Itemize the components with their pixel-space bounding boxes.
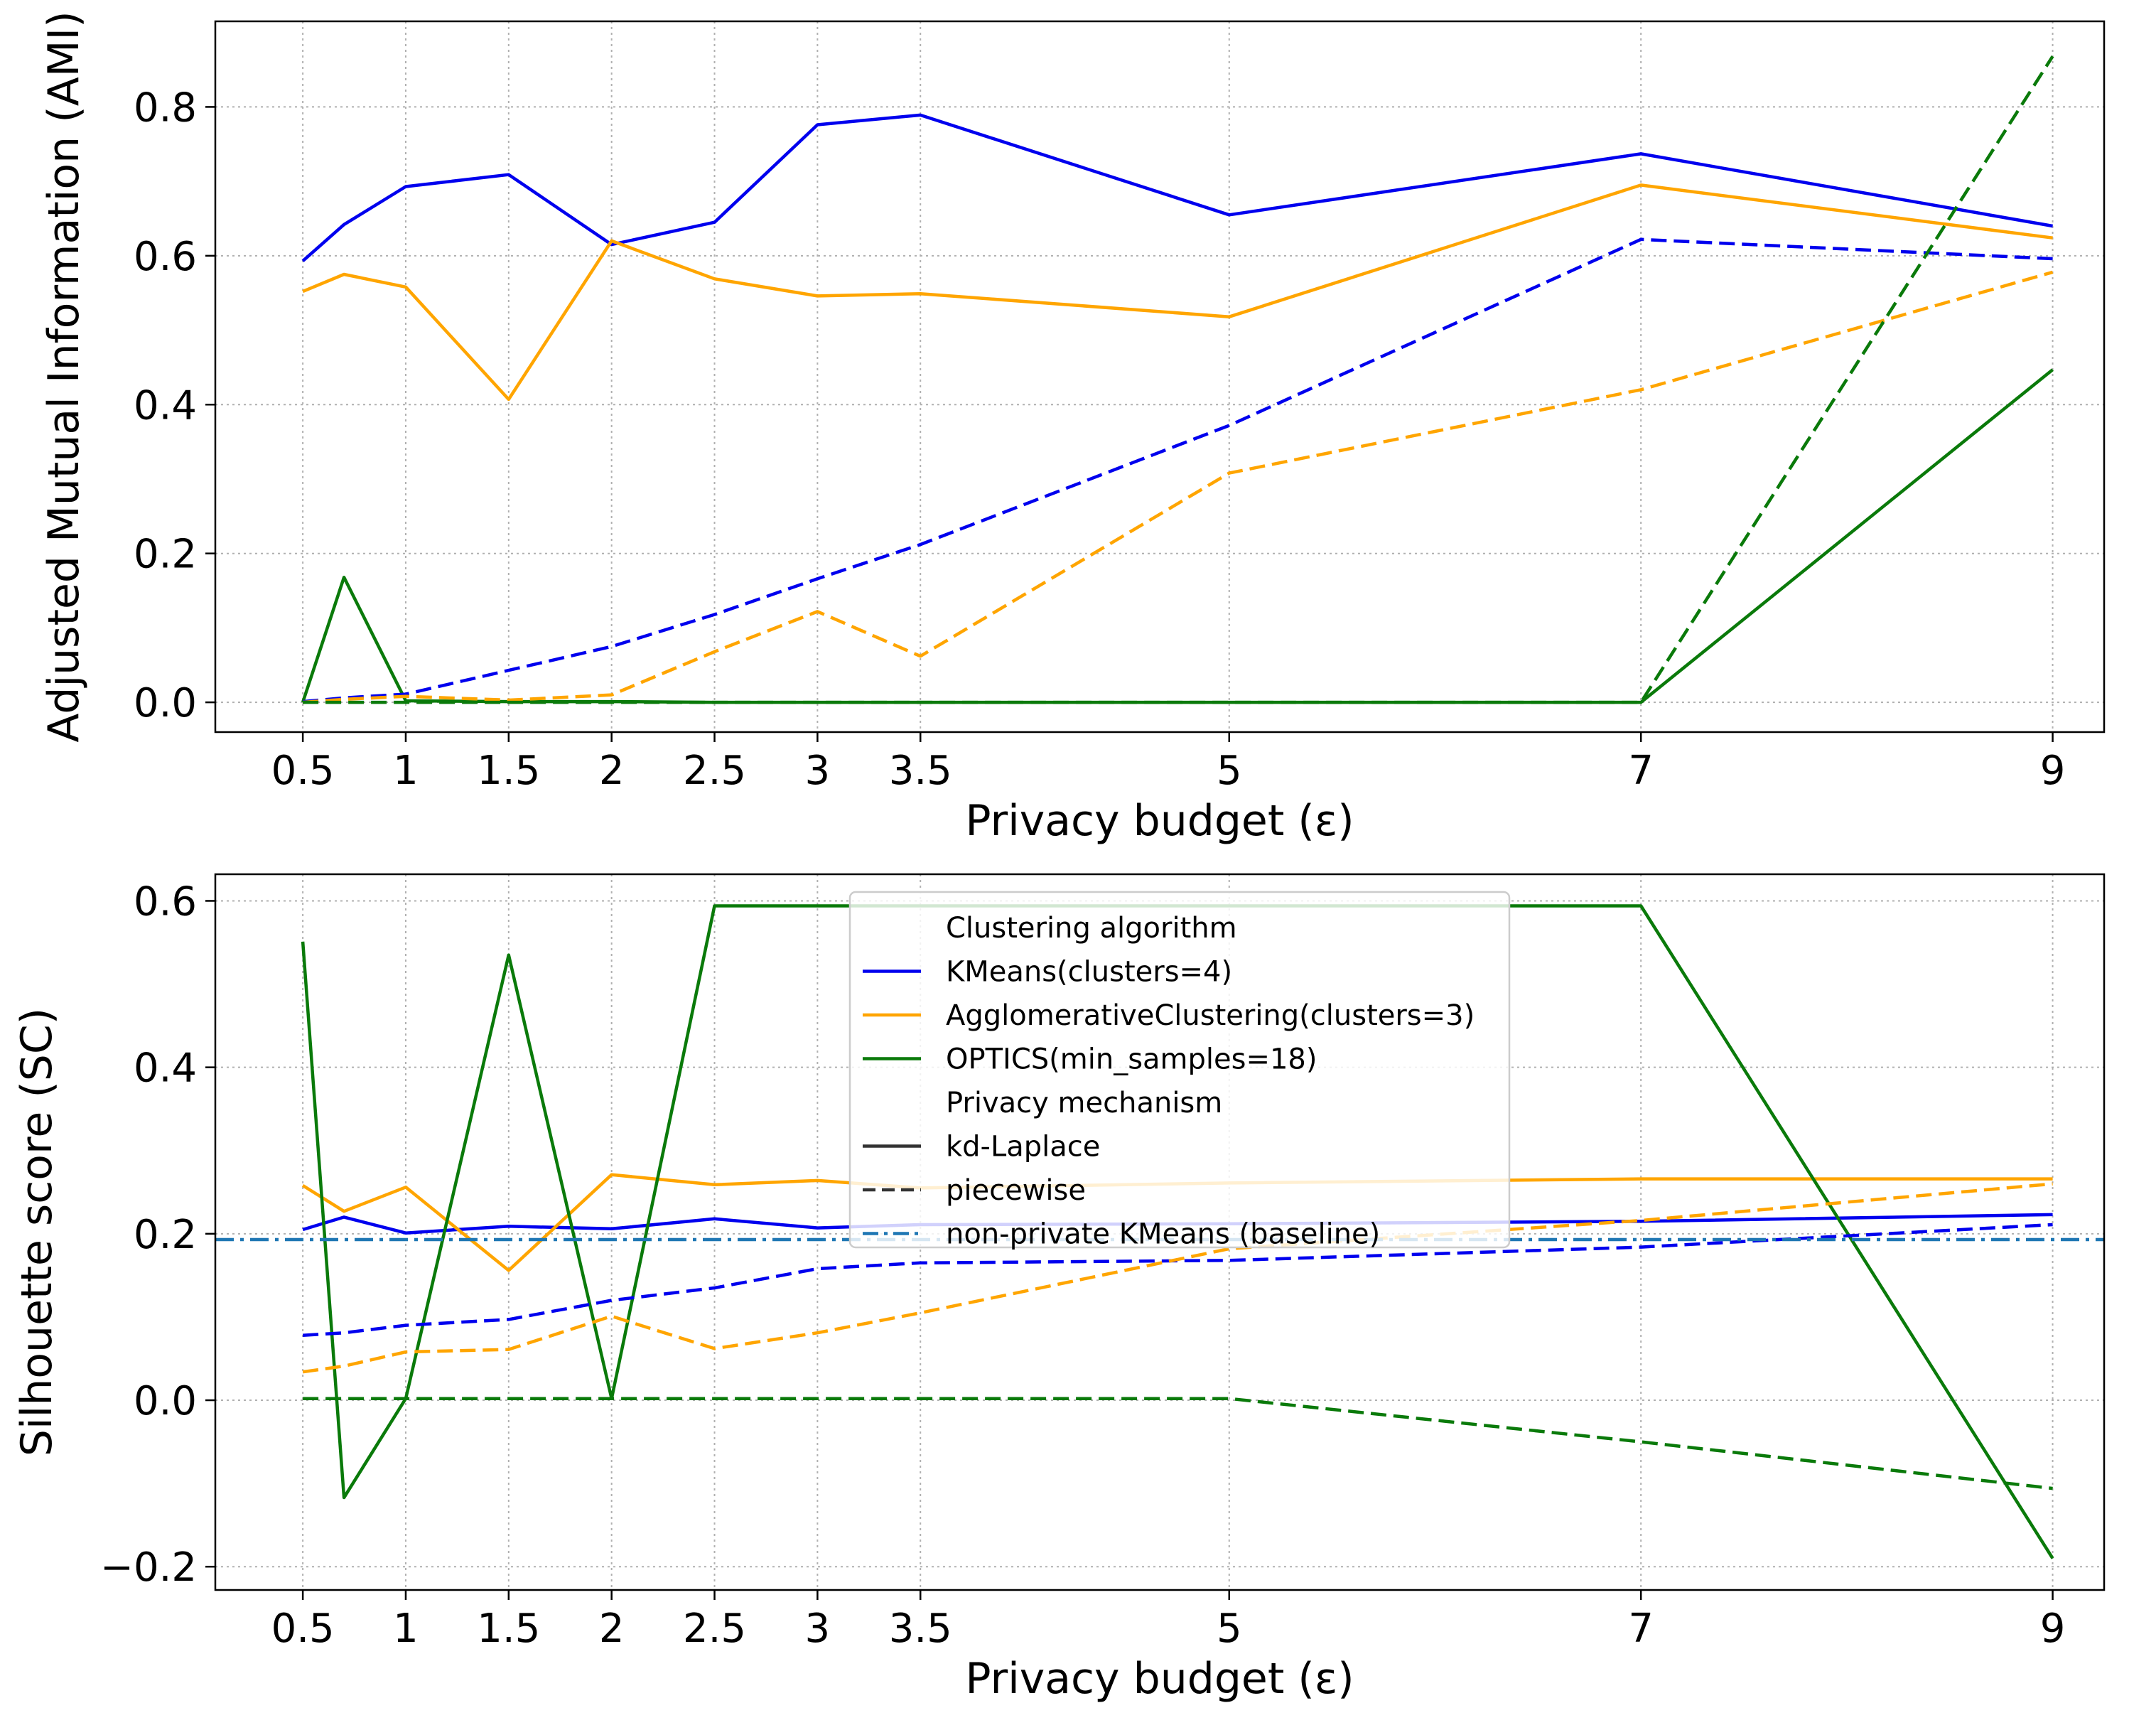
x-tick-label: 2 [599,1606,625,1652]
y-tick-label: 0.6 [134,879,197,925]
x-tick-label: 1 [393,1606,419,1652]
x-tick-label: 5 [1217,748,1242,794]
series-line-2 [301,368,2054,704]
y-tick-label: 0.2 [134,1212,197,1258]
series-line-5 [303,1397,2053,1490]
silhouette-panel: 0.5 1 1.5 2 2.5 3 3.5 5 7 9 −0.2 0.0 0.2 0.4 0.6 Privac… [12,873,2106,1704]
x-tick-label: 7 [1628,748,1654,794]
y-axis-label: Silhouette score (SC) [12,1008,62,1456]
series-line-3 [302,1223,2053,1337]
x-tick-label: 7 [1628,1606,1654,1652]
series-line-4 [302,1182,2053,1374]
y-tick-label: 0.4 [134,382,197,429]
x-tick-label: 1.5 [477,1606,540,1652]
axes-frame [214,873,2106,1591]
x-tick-label: 1 [393,748,419,794]
legend: Clustering algorithm KMeans(clusters=4) Ag… [848,891,1511,1251]
legend-entry-label: piecewise [946,1174,1086,1207]
legend-entry-label: non-private KMeans (baseline) [946,1218,1380,1251]
y-axis-label: Adjusted Mutual Information (AMI) [39,11,89,742]
legend-section-title: Privacy mechanism [946,1087,1222,1119]
y-tick-label: −0.2 [100,1544,197,1591]
x-axis-label: Privacy budget (ε) [965,796,1354,846]
x-axis-label: Privacy budget (ε) [965,1654,1354,1704]
x-tick-label: 3.5 [889,1606,952,1652]
legend-entry-label: AgglomerativeClustering(clusters=3) [946,999,1475,1032]
x-tick-label: 9 [2040,748,2066,794]
series-line-0 [301,113,2053,262]
x-tick-label: 3.5 [889,748,952,794]
y-tick-label: 0.2 [134,532,197,578]
x-tick-label: 2.5 [683,1606,746,1652]
series-line-3 [302,237,2053,704]
x-tick-label: 1.5 [477,748,540,794]
y-tick-label: 0.0 [134,1378,197,1424]
legend-section-title: Clustering algorithm [946,912,1237,945]
y-tick-label: 0.4 [134,1046,197,1092]
axes-frame [214,20,2106,734]
y-tick-label: 0.8 [134,85,197,131]
legend-box [848,891,1511,1249]
x-tick-label: 2 [599,748,625,794]
x-tick-label: 0.5 [271,1606,335,1652]
x-tick-label: 2.5 [683,748,746,794]
x-tick-label: 5 [1217,1606,1242,1652]
x-tick-label: 3 [805,1606,831,1652]
series-line-1 [302,183,2053,402]
legend-entry-label: OPTICS(min_samples=18) [946,1043,1317,1076]
legend-entry-label: KMeans(clusters=4) [946,956,1232,989]
series-line-4 [302,270,2054,704]
series-line-5 [303,55,2054,704]
x-tick-label: 0.5 [271,748,335,794]
ami-panel: 0.5 1 1.5 2 2.5 3 3.5 5 7 9 0.0 0.2 0.4 0.6 0.8 Privacy… [39,11,2106,846]
y-tick-label: 0.0 [134,680,197,726]
y-tick-label: 0.6 [134,234,197,280]
legend-entry-label: kd-Laplace [946,1131,1100,1164]
x-tick-label: 9 [2040,1606,2066,1652]
x-tick-label: 3 [805,748,831,794]
